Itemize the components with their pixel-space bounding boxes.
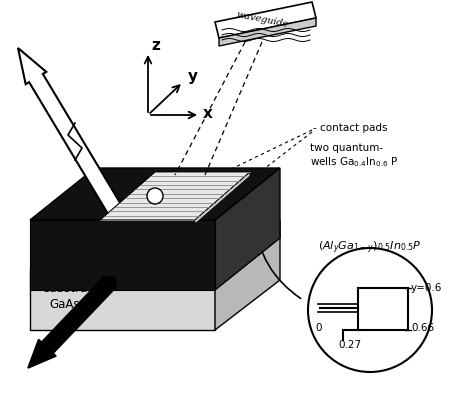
Polygon shape (30, 235, 280, 285)
Polygon shape (219, 18, 316, 46)
Polygon shape (215, 2, 316, 38)
Text: substrate: substrate (44, 281, 100, 295)
Polygon shape (30, 220, 215, 290)
Polygon shape (28, 277, 116, 368)
Polygon shape (30, 270, 215, 330)
Polygon shape (30, 225, 280, 275)
Polygon shape (195, 172, 250, 224)
Text: 0.27: 0.27 (338, 340, 362, 350)
Text: two quantum-: two quantum- (310, 143, 383, 153)
Text: wells Ga$_{0.4}$In$_{0.6}$ P: wells Ga$_{0.4}$In$_{0.6}$ P (310, 155, 399, 169)
Polygon shape (215, 220, 280, 330)
Text: - contact pads: - contact pads (313, 123, 388, 133)
Text: $(Al_yGa_{1-y})_{0.5}In_{0.5}P$: $(Al_yGa_{1-y})_{0.5}In_{0.5}P$ (318, 240, 422, 256)
Polygon shape (30, 220, 280, 270)
Circle shape (308, 248, 432, 372)
Polygon shape (100, 172, 250, 220)
Polygon shape (18, 48, 122, 217)
Circle shape (147, 188, 163, 204)
Text: z: z (151, 37, 160, 53)
Polygon shape (215, 168, 280, 290)
Polygon shape (30, 230, 280, 280)
Polygon shape (30, 168, 280, 220)
Text: 0: 0 (315, 323, 321, 333)
Text: x: x (203, 105, 213, 121)
Text: y: y (188, 68, 198, 84)
Text: GaAs:Si: GaAs:Si (49, 298, 95, 312)
Text: waveguide: waveguide (235, 10, 289, 29)
Text: 0.66: 0.66 (411, 323, 434, 333)
Text: y=0.6: y=0.6 (411, 283, 442, 293)
